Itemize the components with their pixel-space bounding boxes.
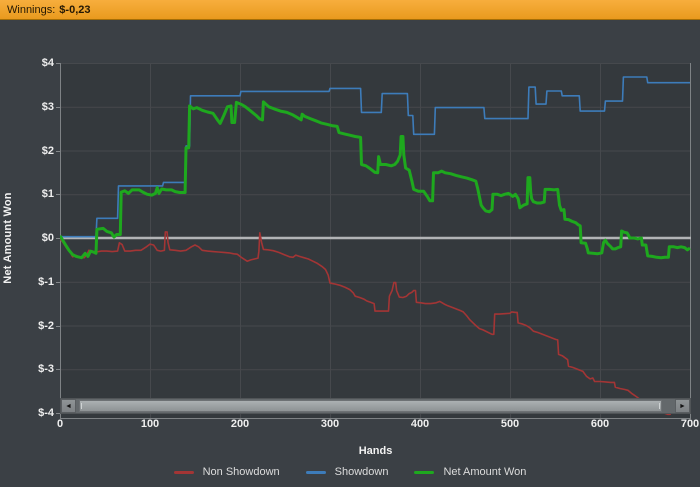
legend-item-net-amount-won[interactable]: Net Amount Won xyxy=(414,466,526,478)
legend-swatch-icon xyxy=(305,470,326,474)
legend: Non Showdown Showdown Net Amount Won xyxy=(0,462,700,482)
legend-swatch-icon xyxy=(173,470,194,474)
series-line-non-showdown xyxy=(60,231,691,416)
y-tick-label: $-2 xyxy=(38,319,54,332)
y-tick-mark xyxy=(56,150,60,152)
scrollbar-thumb-grip-right xyxy=(659,403,660,409)
y-tick-mark xyxy=(56,369,60,371)
plot-background xyxy=(60,63,691,419)
series-line-net-amount-won xyxy=(60,100,691,260)
right-arrow-icon: ► xyxy=(679,402,686,410)
y-tick-label: $2 xyxy=(41,144,54,157)
legend-swatch-icon xyxy=(414,470,435,474)
x-tick-label: 500 xyxy=(500,418,520,430)
legend-label: Showdown xyxy=(334,466,389,478)
y-tick-mark xyxy=(56,194,60,196)
x-tick-label: 0 xyxy=(56,418,64,430)
y-tick-mark xyxy=(56,106,60,108)
legend-label: Net Amount Won xyxy=(443,466,527,478)
y-tick-label: $-1 xyxy=(38,275,54,288)
scrollbar-thumb-grip-left xyxy=(81,403,82,409)
winnings-label: Winnings: xyxy=(7,3,56,16)
left-arrow-icon: ◄ xyxy=(65,402,72,410)
y-tick-label: $4 xyxy=(41,57,54,69)
x-tick-label: 600 xyxy=(590,418,610,430)
y-tick-label: $-3 xyxy=(38,363,54,376)
legend-item-non-showdown[interactable]: Non Showdown xyxy=(173,466,280,478)
x-axis-title: Hands xyxy=(358,445,393,457)
winnings-value: $-0,23 xyxy=(59,3,91,16)
x-tick-label: 400 xyxy=(410,418,430,430)
scrollbar-right-arrow-button[interactable]: ► xyxy=(675,399,690,413)
y-tick-mark xyxy=(56,63,60,64)
legend-label: Non Showdown xyxy=(202,466,280,478)
x-tick-label: 700 xyxy=(680,418,700,430)
y-tick-mark xyxy=(56,325,60,327)
y-tick-label: $-4 xyxy=(38,407,54,419)
y-tick-label: $1 xyxy=(41,188,54,201)
scrollbar-track[interactable] xyxy=(76,399,675,413)
x-tick-label: 300 xyxy=(320,418,340,430)
y-tick-label: $0 xyxy=(41,232,54,244)
chart-area: $4 $3 $2 $1 $0 $-1 $-2 $-3 $-4 0 100 200 300 400 500 6… xyxy=(0,21,700,487)
net-amount-won-plot xyxy=(60,63,691,419)
y-tick-mark xyxy=(56,238,60,239)
y-tick-mark xyxy=(56,281,60,283)
x-tick-label: 100 xyxy=(140,418,160,430)
y-tick-label: $3 xyxy=(41,100,54,113)
legend-item-showdown[interactable]: Showdown xyxy=(305,466,389,478)
winnings-status-bar: Winnings: $-0,23 xyxy=(0,0,700,20)
x-scrollbar[interactable]: ◄ ► xyxy=(60,398,691,414)
y-axis-title: Net Amount Won xyxy=(2,192,14,284)
scrollbar-left-arrow-button[interactable]: ◄ xyxy=(61,399,76,413)
scrollbar-thumb[interactable] xyxy=(79,400,662,412)
y-tick-mark xyxy=(56,413,60,414)
x-tick-label: 200 xyxy=(230,418,250,430)
